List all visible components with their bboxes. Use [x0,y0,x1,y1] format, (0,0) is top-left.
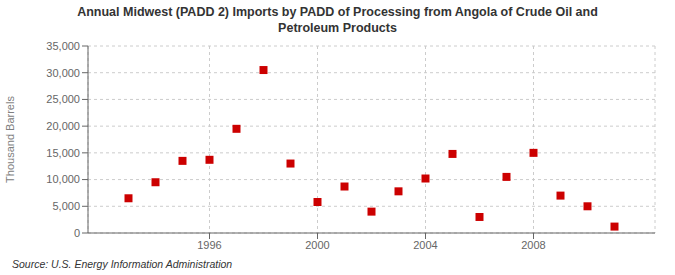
svg-text:25,000: 25,000 [46,93,80,105]
html-text:Annual Midwest (PADD 2) Import: Annual Midwest (PADD 2) Imports by PADD … [77,5,598,19]
svg-text:5,000: 5,000 [52,200,80,212]
svg-text:1996: 1996 [197,239,221,251]
svg-text:Thousand Barrels: Thousand Barrels [8,96,16,183]
svg-text:10,000: 10,000 [46,173,80,185]
svg-text:20,000: 20,000 [46,120,80,132]
svg-text:2008: 2008 [521,239,545,251]
svg-text:15,000: 15,000 [46,147,80,159]
html-text:Petroleum Products: Petroleum Products [278,21,397,35]
svg-text:30,000: 30,000 [46,67,80,79]
svg-text:35,000: 35,000 [46,40,80,52]
svg-text:2004: 2004 [413,239,437,251]
svg-text:2000: 2000 [305,239,329,251]
html-text:Source: U.S. Energy Informatio: Source: U.S. Energy Information Administ… [12,258,233,270]
svg-text:0: 0 [74,227,80,239]
